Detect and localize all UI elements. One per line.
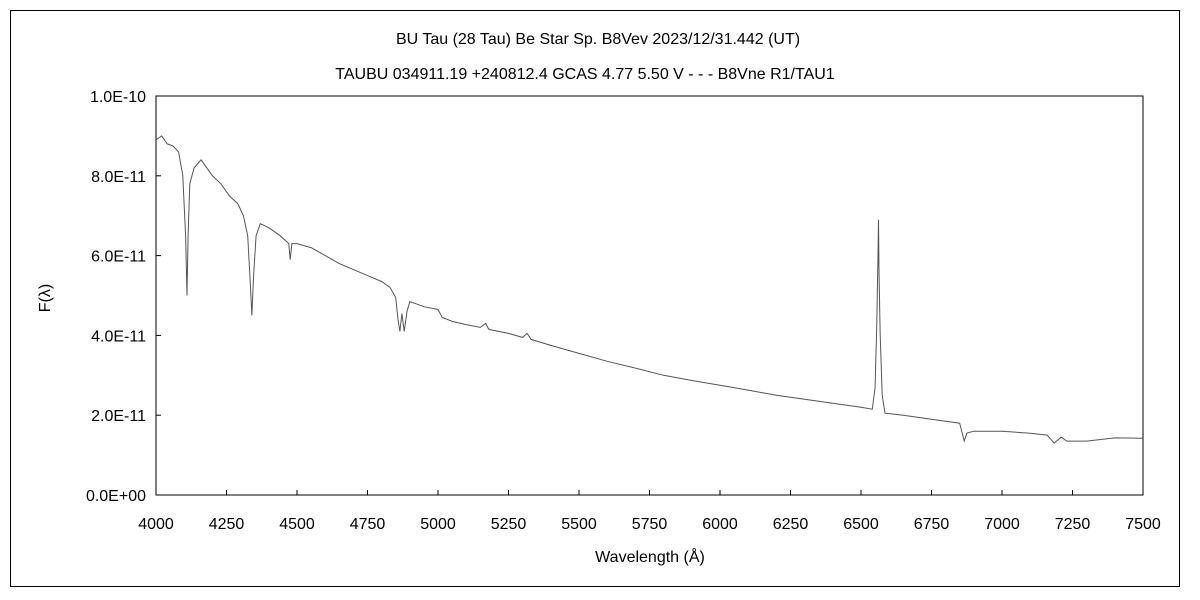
x-tick-label: 4750: [350, 516, 386, 533]
spectrum-line: [155, 135, 1144, 444]
axis-ticks: [155, 95, 1144, 496]
chart-title: BU Tau (28 Tau) Be Star Sp. B8Vev 2023/1…: [396, 31, 800, 48]
x-tick-label: 6750: [914, 516, 950, 533]
x-tick-label: 7250: [1055, 516, 1091, 533]
x-tick-label: 6500: [843, 516, 879, 533]
y-axis-label: F(λ): [37, 284, 54, 312]
x-tick-label: 5000: [420, 516, 456, 533]
y-tick-label: 8.0E-11: [91, 169, 146, 186]
x-tick-label: 7000: [984, 516, 1020, 533]
x-tick-label: 4000: [138, 516, 174, 533]
y-tick-label: 4.0E-11: [91, 328, 146, 345]
y-tick-label: 6.0E-11: [91, 249, 146, 266]
x-tick-label: 5250: [491, 516, 527, 533]
chart-subtitle: TAUBU 034911.19 +240812.4 GCAS 4.77 5.50…: [335, 66, 834, 83]
x-tick-label: 4500: [279, 516, 315, 533]
x-tick-label: 5500: [561, 516, 597, 533]
y-tick-label: 1.0E-10: [90, 89, 146, 106]
chart-frame: [10, 10, 1180, 587]
x-tick-label: 6250: [773, 516, 809, 533]
x-tick-label: 5750: [632, 516, 668, 533]
x-tick-label: 7500: [1125, 516, 1161, 533]
x-tick-label: 6000: [702, 516, 738, 533]
x-tick-label: 4250: [209, 516, 245, 533]
axis-tick-labels: 4000 4250 4500 4750 5000 5250 5500 5750 6000 6250…: [86, 89, 1161, 533]
y-tick-label: 2.0E-11: [91, 408, 146, 425]
y-tick-label: 0.0E+00: [86, 488, 146, 505]
x-axis-label: Wavelength (Å): [595, 547, 705, 566]
plot-area: [155, 95, 1144, 496]
